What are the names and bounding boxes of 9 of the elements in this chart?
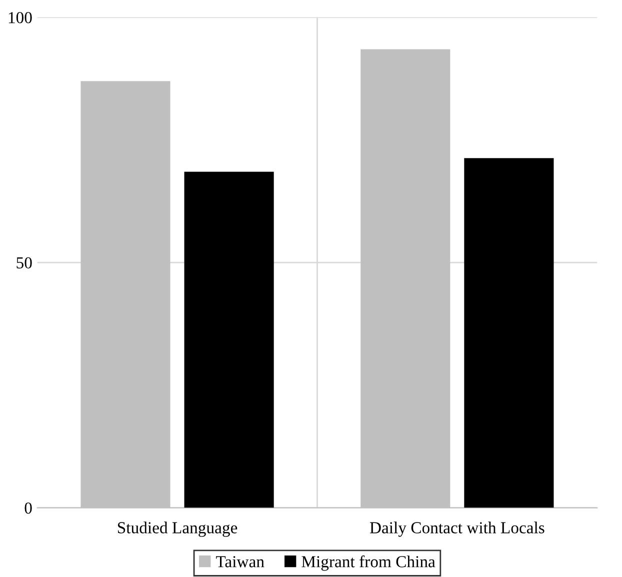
y-tick-label: 0 [24, 502, 32, 514]
y-tick-label: 100 [8, 12, 32, 24]
legend-label: Migrant from China [302, 555, 436, 571]
legend-label: Taiwan [216, 556, 264, 568]
y-tick-label: 50 [16, 257, 32, 268]
bar [464, 158, 554, 508]
bar [184, 172, 274, 508]
x-tick-label: Studied Language [118, 522, 238, 537]
x-tick-label: Daily Contact with Locals [370, 522, 544, 537]
